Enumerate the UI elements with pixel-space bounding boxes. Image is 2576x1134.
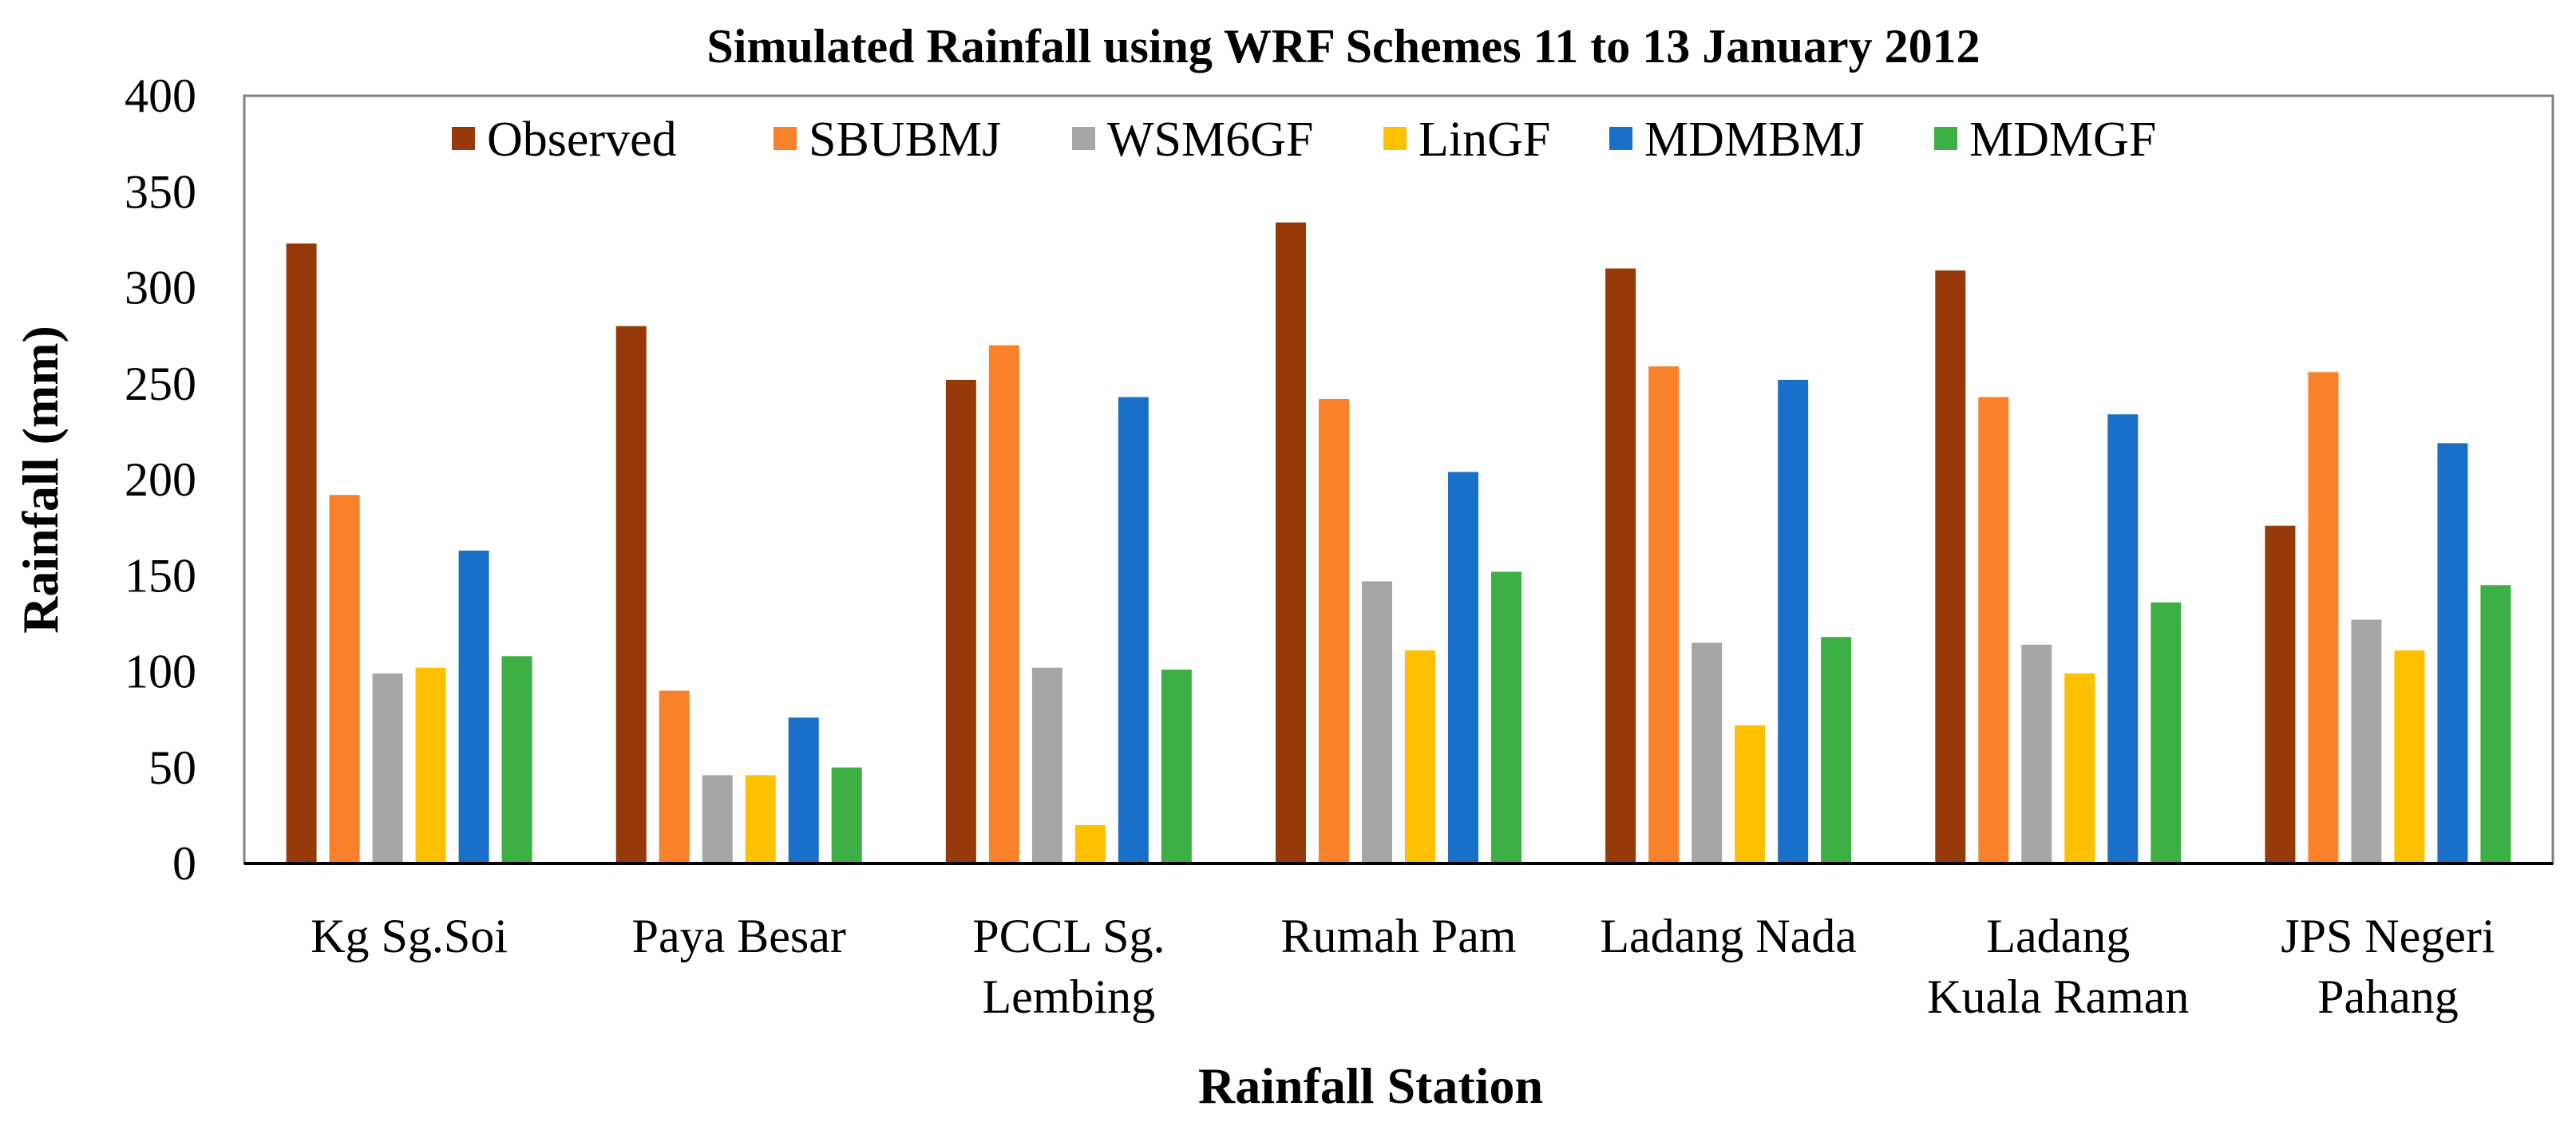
bar-mdmgf	[1491, 571, 1521, 863]
x-category-label: PCCL Sg.	[972, 910, 1165, 962]
y-tick-label: 0	[172, 837, 196, 890]
plot-area-frame	[243, 94, 2554, 865]
bar-wsm6gf	[2351, 619, 2382, 863]
legend-swatch-sbubmj	[774, 127, 797, 150]
bar-series	[286, 222, 2511, 864]
bar-observed	[2265, 525, 2296, 863]
legend-swatch-observed	[452, 127, 475, 150]
bar-observed	[945, 379, 976, 863]
bar-wsm6gf	[702, 775, 733, 863]
x-category-label: Ladang	[1986, 910, 2130, 962]
x-category-label: Rumah Pam	[1281, 910, 1517, 962]
bar-wsm6gf	[1031, 667, 1062, 863]
bar-mdmbmj	[458, 550, 489, 863]
bar-sbubmj	[988, 345, 1019, 863]
legend-label-mdmgf: MDMGF	[1969, 113, 2156, 167]
bar-observed	[1935, 270, 1966, 864]
bar-wsm6gf	[1692, 642, 1723, 863]
x-category-label: Paya Besar	[632, 910, 846, 962]
bar-mdmgf	[1161, 670, 1192, 863]
bar-observed	[1605, 268, 1636, 863]
bar-sbubmj	[329, 495, 360, 863]
x-category-label: JPS Negeri	[2281, 910, 2495, 962]
bar-mdmgf	[501, 656, 532, 863]
bar-mdmbmj	[2107, 414, 2139, 863]
bar-observed	[1276, 222, 1306, 864]
legend-swatch-mdmbmj	[1609, 127, 1632, 150]
legend-label-observed: Observed	[487, 113, 677, 167]
chart-title: Simulated Rainfall using WRF Schemes 11 …	[706, 20, 1980, 73]
bar-mdmgf	[831, 767, 862, 863]
bar-sbubmj	[1648, 366, 1680, 864]
bar-wsm6gf	[372, 673, 403, 863]
bar-lingf	[415, 667, 446, 863]
legend-swatch-wsm6gf	[1072, 127, 1095, 150]
x-category-label: Lembing	[983, 970, 1156, 1023]
legend: Observed SBUBMJ WSM6GF LinGF MDMBMJ MDMGF	[452, 113, 2156, 167]
y-tick-label: 300	[125, 262, 196, 314]
x-axis-categories: Kg Sg.Soi Paya Besar PCCL Sg. Lembing Rumah …	[311, 910, 2495, 1023]
y-tick-label: 50	[148, 741, 196, 794]
x-category-label: Kuala Raman	[1927, 970, 2189, 1023]
y-tick-label: 250	[125, 358, 196, 410]
bar-lingf	[2064, 673, 2095, 863]
legend-label-lingf: LinGF	[1419, 113, 1550, 167]
bar-mdmbmj	[1118, 397, 1149, 864]
bar-mdmbmj	[1778, 379, 1809, 863]
legend-swatch-lingf	[1383, 127, 1407, 150]
x-category-label: Kg Sg.Soi	[311, 910, 508, 962]
y-axis-ticks: 0 50 100 150 200 250 300 350 400	[125, 69, 196, 890]
bar-sbubmj	[1319, 398, 1349, 863]
x-category-label: Ladang Nada	[1600, 910, 1857, 962]
legend-label-mdmbmj: MDMBMJ	[1644, 113, 1865, 167]
y-tick-label: 150	[125, 549, 196, 602]
bar-lingf	[745, 775, 776, 863]
bar-mdmbmj	[788, 717, 819, 863]
legend-label-sbubmj: SBUBMJ	[809, 113, 1001, 167]
y-tick-label: 100	[125, 646, 196, 698]
bar-wsm6gf	[1362, 581, 1392, 863]
legend-swatch-mdmgf	[1934, 127, 1957, 150]
bar-lingf	[2394, 650, 2425, 863]
bar-observed	[615, 326, 647, 864]
y-axis-title: Rainfall (mm)	[12, 326, 69, 634]
bar-mdmgf	[2151, 602, 2182, 863]
bar-mdmbmj	[1448, 472, 1478, 863]
bar-mdmbmj	[2437, 443, 2468, 863]
bar-lingf	[1405, 650, 1435, 863]
bar-mdmgf	[1821, 637, 1852, 863]
bar-sbubmj	[659, 690, 690, 863]
bar-observed	[286, 243, 317, 863]
y-tick-label: 400	[125, 69, 196, 122]
y-tick-label: 200	[125, 453, 196, 506]
x-category-label: Pahang	[2317, 970, 2459, 1023]
y-tick-label: 350	[125, 165, 196, 218]
bar-sbubmj	[2308, 372, 2339, 863]
bar-mdmgf	[2480, 585, 2511, 863]
x-axis-title: Rainfall Station	[1198, 1057, 1543, 1114]
legend-label-wsm6gf: WSM6GF	[1107, 113, 1313, 167]
bar-lingf	[1074, 824, 1106, 863]
bar-sbubmj	[1978, 397, 2009, 864]
bar-wsm6gf	[2021, 644, 2052, 863]
bar-lingf	[1735, 725, 1766, 863]
